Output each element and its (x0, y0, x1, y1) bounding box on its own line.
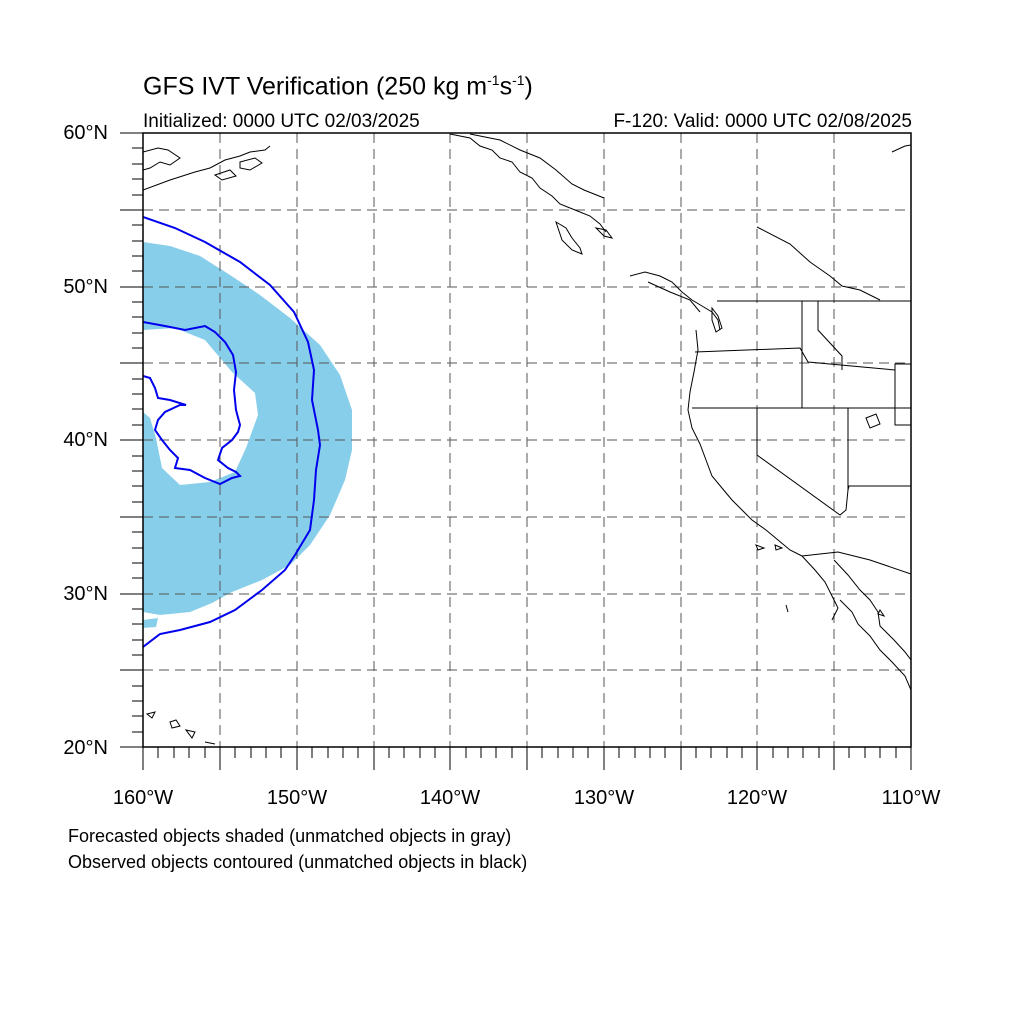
legend-forecast-note: Forecasted objects shaded (unmatched obj… (68, 826, 512, 846)
forecast-ivt-object (143, 242, 352, 615)
legend-observed-note: Observed objects contoured (unmatched ob… (68, 852, 528, 872)
lon-label-120w: 120°W (726, 787, 788, 809)
axis-ticks (120, 132, 912, 770)
lat-label-20n: 20°N (63, 737, 108, 759)
lat-label-30n: 30°N (63, 583, 108, 605)
lat-label-60n: 60°N (63, 122, 108, 144)
lon-label-130w: 130°W (573, 787, 635, 809)
lon-label-110w: 110°W (881, 787, 941, 809)
map-title: GFS IVT Verification (250 kg m-1s-1) (143, 72, 533, 101)
lat-label-40n: 40°N (63, 429, 108, 451)
lon-label-140w: 140°W (419, 787, 481, 809)
observed-ivt-contour (143, 216, 322, 648)
valid-time: F-120: Valid: 0000 UTC 02/08/2025 (613, 111, 912, 132)
coastlines (143, 133, 911, 745)
grid-lines (143, 133, 911, 747)
initialized-time: Initialized: 0000 UTC 02/03/2025 (143, 111, 420, 132)
lon-label-160w: 160°W (112, 787, 174, 809)
lat-label-50n: 50°N (63, 276, 108, 298)
lon-label-150w: 150°W (266, 787, 328, 809)
